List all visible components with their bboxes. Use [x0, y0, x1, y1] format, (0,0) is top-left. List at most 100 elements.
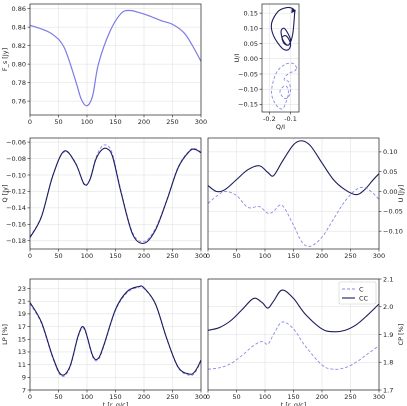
x-tick-label: 100 — [81, 252, 93, 260]
y-tick-label: 15 — [18, 336, 26, 344]
y-axis-label: F_s [Jy] — [1, 48, 9, 71]
panel-fs: 0 50 100 150 200 250 300 0.76 0.78 0.80 0.82 0.84 0.… — [1, 3, 207, 126]
x-tick-label: 100 — [259, 252, 271, 260]
x-tick-label: 150 — [109, 252, 121, 260]
x-tick-label: 300 — [373, 252, 385, 260]
x-tick-label: 150 — [109, 118, 121, 126]
x-tick-label: 300 — [195, 393, 207, 401]
x-tick-label: 150 — [287, 252, 299, 260]
y-tick-label: 23 — [18, 285, 26, 293]
panel-u: 0 50 100 150 200 250 300 −0.10 −0.05 0.00 0.05 0.10… — [206, 137, 405, 260]
x-tick-label: 150 — [287, 393, 299, 401]
y-tick-label: −0.14 — [6, 204, 26, 212]
series-line-c — [271, 62, 298, 110]
series-line-c — [207, 186, 380, 247]
x-axis-label: t [r_g/c] — [281, 401, 307, 406]
panel-lp: 0 50 100 150 200 250 300 7 9 11 13 15 17 19 21 23 LP [%]… — [1, 278, 207, 406]
series-line-cc — [207, 289, 380, 333]
series-line-c — [207, 321, 380, 370]
y-tick-label: 0.86 — [12, 5, 26, 13]
y-tick-label: −0.10 — [238, 85, 258, 93]
series-line-single — [29, 9, 202, 107]
x-tick-label: 0 — [28, 118, 32, 126]
y-tick-label: −0.05 — [238, 70, 258, 78]
x-tick-label: -0.1 — [284, 115, 297, 123]
y-tick-label: 2.0 — [383, 303, 393, 311]
y-tick-label: 0.84 — [12, 23, 26, 31]
y-tick-label: −0.06 — [6, 138, 26, 146]
y-tick-label: −0.05 — [383, 208, 403, 216]
x-tick-label: 200 — [316, 393, 328, 401]
x-tick-label: 50 — [54, 252, 62, 260]
legend-label-cc: CC — [359, 294, 369, 302]
x-tick-label: 0 — [206, 393, 210, 401]
y-axis-label: U [Jy] — [397, 185, 405, 203]
x-tick-label: 100 — [81, 393, 93, 401]
legend-label-c: C — [359, 285, 364, 293]
y-tick-label: 0.10 — [244, 25, 258, 33]
x-tick-label: 200 — [138, 118, 150, 126]
y-tick-label: −0.12 — [6, 188, 26, 196]
y-tick-label: 0.80 — [12, 60, 26, 68]
x-axis-label: t [r_g/c] — [103, 401, 129, 406]
y-tick-label: −0.08 — [6, 155, 26, 163]
series-line-cc — [29, 285, 202, 376]
x-tick-label: 100 — [81, 118, 93, 126]
x-tick-label: 200 — [316, 252, 328, 260]
y-tick-label: 21 — [18, 298, 26, 306]
y-tick-label: 0.10 — [383, 148, 397, 156]
y-tick-label: −0.15 — [238, 101, 258, 109]
x-tick-label: 250 — [344, 252, 356, 260]
y-tick-label: 19 — [18, 310, 26, 318]
legend: CCC — [338, 281, 377, 305]
x-tick-label: 100 — [259, 393, 271, 401]
x-tick-label: 250 — [344, 393, 356, 401]
x-axis-label: Q/I — [276, 123, 285, 131]
y-tick-label: −0.10 — [6, 171, 26, 179]
y-tick-label: 0.15 — [244, 9, 258, 17]
series-line-cc — [270, 6, 296, 51]
panel-q: 0 50 100 150 200 250 300 −0.18 −0.16 −0.14 −0.12 −0… — [1, 137, 207, 260]
y-tick-label: 0.82 — [12, 42, 26, 50]
y-tick-label: 0.00 — [383, 188, 397, 196]
x-tick-label: -0.2 — [263, 115, 276, 123]
y-tick-label: 17 — [18, 323, 26, 331]
y-tick-label: 0.78 — [12, 79, 26, 87]
y-tick-label: 1.7 — [383, 386, 393, 394]
y-tick-label: 0.05 — [383, 168, 397, 176]
series-line-cc — [29, 147, 202, 244]
x-tick-label: 50 — [232, 252, 240, 260]
x-tick-label: 250 — [166, 252, 178, 260]
x-tick-label: 50 — [54, 118, 62, 126]
x-tick-label: 250 — [166, 118, 178, 126]
x-tick-label: 150 — [109, 393, 121, 401]
y-tick-label: 1.8 — [383, 359, 393, 367]
x-tick-label: 0 — [28, 393, 32, 401]
y-axis-label: U/I — [233, 53, 241, 62]
legend-box — [338, 281, 377, 305]
y-tick-label: 7 — [22, 386, 26, 394]
x-tick-label: 50 — [232, 393, 240, 401]
x-tick-label: 300 — [373, 393, 385, 401]
loop-direction-arrow — [291, 8, 296, 14]
y-tick-label: 0.76 — [12, 97, 26, 105]
y-tick-label: 9 — [22, 374, 26, 382]
y-tick-label: 0.05 — [244, 40, 258, 48]
y-tick-label: −0.10 — [383, 227, 403, 235]
axes-frame — [261, 3, 300, 113]
y-axis-label: CP [%] — [397, 324, 405, 346]
x-tick-label: 0 — [28, 252, 32, 260]
x-tick-label: 300 — [195, 118, 207, 126]
y-axis-label: Q [Jy] — [1, 184, 9, 202]
y-tick-label: −0.18 — [6, 237, 26, 245]
x-tick-label: 50 — [54, 393, 62, 401]
y-tick-label: 11 — [18, 361, 26, 369]
x-tick-label: 250 — [166, 393, 178, 401]
y-axis-label: LP [%] — [1, 324, 9, 345]
x-tick-label: 200 — [138, 252, 150, 260]
x-tick-label: 0 — [206, 252, 210, 260]
y-tick-label: −0.16 — [6, 221, 26, 229]
panel-qu: -0.2 -0.1 −0.15 −0.10 −0.05 0.00 0.05 0.10 0.15 U… — [233, 3, 300, 131]
